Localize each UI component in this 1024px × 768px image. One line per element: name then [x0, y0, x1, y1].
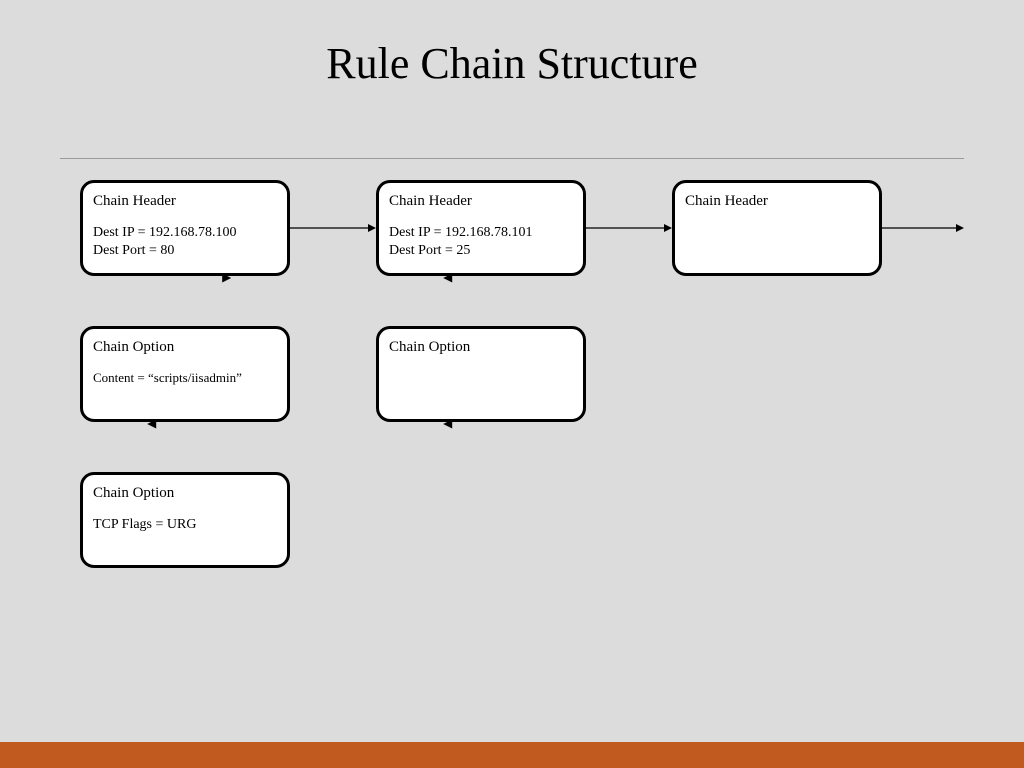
slide-title: Rule Chain Structure	[0, 38, 1024, 89]
node-line: Dest IP = 192.168.78.100	[93, 224, 277, 242]
node-line: TCP Flags = URG	[93, 516, 277, 534]
node-chain-option-3: Chain Option TCP Flags = URG	[80, 472, 290, 568]
node-chain-header-1: Chain Header Dest IP = 192.168.78.100 De…	[80, 180, 290, 276]
slide: Rule Chain Structure Chain Header Dest I…	[0, 0, 1024, 768]
footer-bar	[0, 742, 1024, 768]
node-chain-option-2: Chain Option	[376, 326, 586, 422]
node-line: Dest Port = 80	[93, 242, 277, 260]
divider-line	[60, 158, 964, 159]
node-title: Chain Option	[93, 339, 277, 356]
node-title: Chain Header	[685, 193, 869, 210]
node-line: Dest IP = 192.168.78.101	[389, 224, 573, 242]
node-title: Chain Option	[93, 485, 277, 502]
node-chain-header-2: Chain Header Dest IP = 192.168.78.101 De…	[376, 180, 586, 276]
node-line: Content = “scripts/iisadmin”	[93, 370, 277, 386]
node-title: Chain Header	[93, 193, 277, 210]
node-title: Chain Header	[389, 193, 573, 210]
node-line: Dest Port = 25	[389, 242, 573, 260]
node-chain-option-1: Chain Option Content = “scripts/iisadmin…	[80, 326, 290, 422]
node-chain-header-3: Chain Header	[672, 180, 882, 276]
node-title: Chain Option	[389, 339, 573, 356]
